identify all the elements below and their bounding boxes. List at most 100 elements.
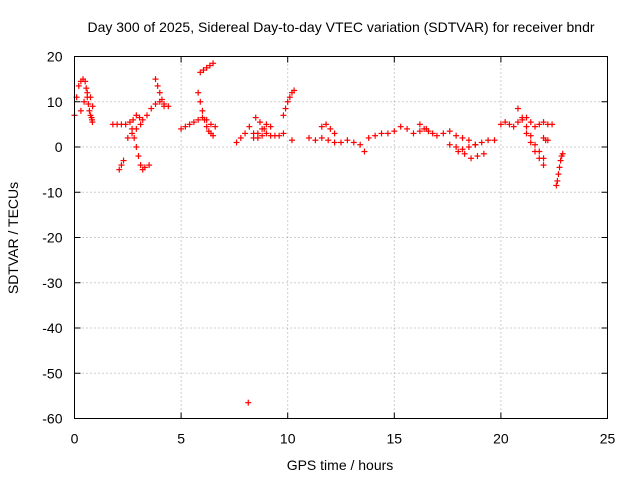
- data-point: [514, 119, 521, 126]
- data-point: [384, 130, 391, 137]
- data-point: [446, 128, 453, 135]
- data-point: [286, 94, 293, 101]
- data-point: [158, 96, 165, 103]
- data-point: [544, 137, 551, 144]
- data-point: [186, 121, 193, 128]
- data-point: [532, 141, 539, 148]
- data-point: [75, 82, 82, 89]
- data-point: [532, 148, 539, 155]
- data-point: [156, 89, 163, 96]
- data-point: [137, 162, 144, 169]
- data-point: [480, 150, 487, 157]
- data-point: [453, 144, 460, 150]
- grid-layer: [74, 56, 608, 419]
- data-point: [397, 123, 404, 130]
- data-point: [497, 121, 504, 128]
- data-point: [514, 105, 521, 112]
- data-point: [404, 125, 411, 132]
- data-point: [410, 130, 417, 137]
- data-point: [527, 132, 534, 139]
- data-point: [540, 119, 547, 126]
- data-point: [519, 114, 526, 121]
- data-point: [116, 166, 123, 173]
- data-point: [237, 134, 244, 141]
- data-point: [344, 137, 351, 144]
- y-tick-label: -40: [42, 320, 62, 336]
- data-point: [459, 146, 466, 153]
- data-point: [391, 128, 398, 135]
- data-point: [141, 164, 148, 171]
- data-point: [178, 125, 185, 132]
- x-tick-label: 0: [71, 431, 79, 447]
- data-point: [429, 130, 436, 137]
- data-point: [245, 399, 252, 406]
- data-point: [468, 155, 475, 162]
- data-point: [210, 60, 217, 67]
- data-point: [446, 141, 453, 148]
- data-point: [465, 144, 472, 150]
- data-point: [554, 177, 561, 184]
- data-point: [139, 116, 146, 123]
- data-point: [137, 121, 144, 128]
- x-tick-label: 25: [600, 431, 616, 447]
- data-point: [81, 98, 88, 105]
- data-point: [318, 134, 325, 141]
- data-point: [553, 182, 560, 189]
- data-point: [536, 121, 543, 128]
- y-tick-label: -30: [42, 275, 62, 291]
- chart-title: Day 300 of 2025, Sidereal Day-to-day VTE…: [87, 19, 594, 35]
- axis-layer: 0 5 10 15 20 25 20 10 0 -10 -20 -30 -40 -50 -60: [42, 49, 615, 447]
- data-point: [82, 78, 89, 85]
- data-point: [122, 121, 129, 128]
- plot-frame: [74, 56, 608, 419]
- data-point: [291, 87, 298, 94]
- data-point: [491, 137, 498, 144]
- data-point: [461, 150, 468, 157]
- data-point: [357, 141, 364, 148]
- data-point: [478, 139, 485, 146]
- data-point: [527, 119, 534, 126]
- data-point: [131, 134, 138, 141]
- data-point: [361, 148, 368, 155]
- data-point: [559, 150, 566, 157]
- y-tick-label: 0: [55, 139, 63, 155]
- data-point: [124, 134, 131, 141]
- data-point: [284, 98, 291, 105]
- data-point: [267, 123, 274, 130]
- data-point: [523, 123, 530, 130]
- data-point: [338, 139, 344, 146]
- data-point: [195, 116, 202, 123]
- data-point: [557, 157, 564, 164]
- data-point: [327, 125, 334, 132]
- y-tick-label: -50: [42, 365, 62, 381]
- data-point: [280, 130, 287, 137]
- data-point: [263, 130, 270, 137]
- data-point: [210, 132, 217, 139]
- data-point: [474, 153, 481, 160]
- data-point: [133, 125, 140, 132]
- data-point: [325, 137, 332, 144]
- data-point: [453, 132, 460, 139]
- x-tick-label: 20: [493, 431, 509, 447]
- data-point: [440, 130, 447, 137]
- x-tick-label: 5: [177, 431, 185, 447]
- data-point: [425, 128, 432, 135]
- data-point: [510, 123, 517, 130]
- data-point: [197, 69, 204, 76]
- data-point: [146, 162, 153, 169]
- data-point: [433, 132, 440, 139]
- data-point: [154, 82, 161, 89]
- data-point: [212, 123, 219, 130]
- data-point: [472, 141, 479, 148]
- data-point: [86, 107, 93, 114]
- data-point: [365, 134, 372, 141]
- x-axis-label: GPS time / hours: [287, 457, 394, 473]
- data-point: [465, 137, 472, 144]
- data-point: [532, 123, 539, 130]
- data-point: [242, 130, 249, 137]
- data-point: [135, 153, 142, 160]
- data-point: [502, 119, 509, 126]
- data-point: [199, 107, 206, 114]
- data-point: [527, 139, 534, 146]
